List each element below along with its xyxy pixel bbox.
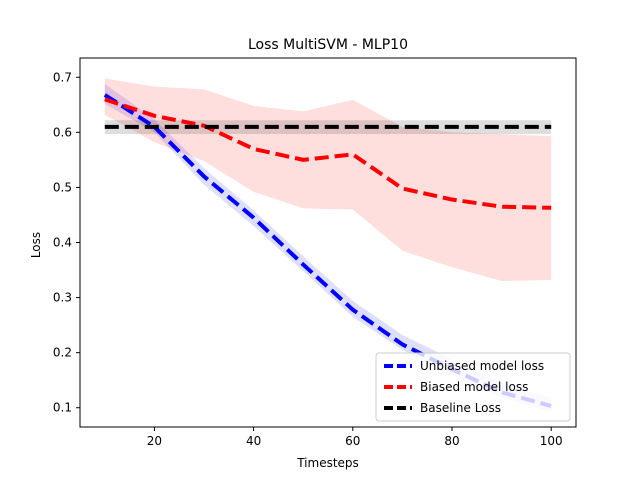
x-axis-label: Timesteps <box>296 456 359 470</box>
legend-label: Biased model loss <box>420 380 528 394</box>
chart-title: Loss MultiSVM - MLP10 <box>248 37 408 53</box>
band-series-0 <box>104 83 552 412</box>
legend-label: Unbiased model loss <box>420 359 544 373</box>
x-tick-label: 20 <box>147 434 162 448</box>
line-series-1 <box>104 97 552 210</box>
y-tick-label: 0.3 <box>53 291 72 305</box>
legend-label: Baseline Loss <box>420 401 501 415</box>
x-tick-label: 40 <box>246 434 261 448</box>
x-tick-label: 60 <box>345 434 360 448</box>
y-tick-label: 0.4 <box>53 236 72 250</box>
x-axis-ticks: 20 40 60 80 100 <box>147 427 563 448</box>
legend-box <box>375 352 571 422</box>
y-tick-label: 0.6 <box>53 125 72 139</box>
y-axis-ticks: 0.1 0.2 0.3 0.4 0.5 0.6 0.7 <box>53 70 80 415</box>
legend: Unbiased model loss Biased model loss Base… <box>375 352 571 422</box>
y-tick-label: 0.7 <box>53 70 72 84</box>
band-series-1 <box>104 78 552 282</box>
x-tick-label: 100 <box>540 434 563 448</box>
x-tick-label: 80 <box>444 434 459 448</box>
y-tick-label: 0.1 <box>53 401 72 415</box>
y-axis-label: Loss <box>29 232 43 258</box>
y-tick-label: 0.5 <box>53 180 72 194</box>
y-tick-label: 0.2 <box>53 346 72 360</box>
